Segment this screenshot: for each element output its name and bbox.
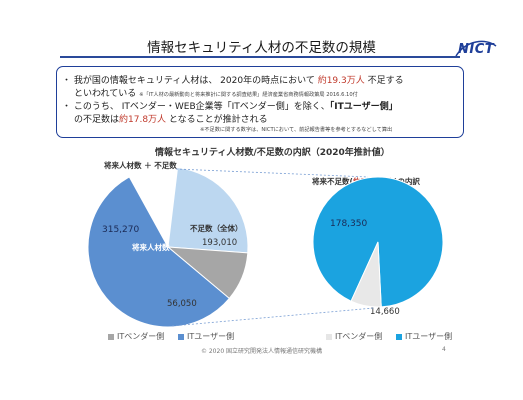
pie-value-future: 315,270 xyxy=(102,225,139,235)
bullet-2-bold: 「ITユーザー側」 xyxy=(329,102,398,112)
bullet-1-text-a: ・ 我が国の情報セキュリティ人材は、 2020年の時点において xyxy=(62,76,318,86)
chart-title: 情報セキュリティ人材数/不足数の内訳（2020年推計値） xyxy=(155,148,390,158)
legend-left-user: ITユーザー側 xyxy=(178,331,234,342)
legend-right-user: ITユーザー側 xyxy=(396,331,452,342)
legend-swatch-icon xyxy=(178,333,184,340)
title-rule xyxy=(60,56,460,58)
left-chart-subtitle: 将来人材数 ＋ 不足数 xyxy=(104,161,177,170)
legend-label: ITベンダー側 xyxy=(117,332,165,341)
summary-box xyxy=(56,66,464,138)
bullet-2-text-c: となることが推計される xyxy=(166,115,268,125)
bullet-2-line-2: の不足数は約17.8万人 となることが推計される xyxy=(74,112,268,125)
calculation-note: ※不足数に関する数字は、NICTにおいて、前記報告書等を参考とするなどして算出 xyxy=(200,127,393,133)
pie-slice-it-vendor xyxy=(350,241,382,308)
slide-title: 情報セキュリティ人材の不足数の規模 xyxy=(147,40,376,56)
pie-label-future: 将来人材数 xyxy=(132,242,170,252)
footer-copyright: © 2020 国立研究開発法人情報通信研究機構 xyxy=(200,348,323,355)
bullet-2-text-b: の不足数は xyxy=(74,115,120,125)
legend-label: ITベンダー側 xyxy=(335,332,383,341)
page-number: 4 xyxy=(442,346,446,353)
pie-label-shortage: 不足数（全体） xyxy=(190,223,243,233)
bullet-1-text-c: といわれている xyxy=(74,89,140,99)
bullet-2-highlight: 約17.8万人 xyxy=(119,115,167,125)
pie-value-shortage: 193,010 xyxy=(202,238,237,248)
pie-value-it-vendor: 14,660 xyxy=(370,307,400,317)
legend-swatch-icon xyxy=(396,333,402,340)
nict-logo-icon xyxy=(455,40,497,57)
pie-value-it-user: 178,350 xyxy=(330,219,367,229)
legend-swatch-icon xyxy=(326,333,332,340)
bullet-1-highlight: 約19.3万人 xyxy=(317,76,365,86)
bullet-1-line-1: ・ 我が国の情報セキュリティ人材は、 2020年の時点において 約19.3万人 … xyxy=(62,73,404,86)
connector-top xyxy=(175,168,369,178)
bullet-1-text-b: 不足する xyxy=(364,76,404,86)
bullet-2-text-a: ・ このうち、 ITベンダー・WEB企業等「ITベンダー側」を除く、 xyxy=(62,102,330,112)
right-title-a: 将来不足数( xyxy=(312,177,353,186)
legend-label: ITユーザー側 xyxy=(187,332,235,341)
legend-right-vendor: ITベンダー側 xyxy=(326,331,382,342)
legend-swatch-icon xyxy=(108,333,114,340)
nict-logo-text: NICT xyxy=(458,42,495,57)
bullet-2-line-1: ・ このうち、 ITベンダー・WEB企業等「ITベンダー側」を除く、「ITユーザ… xyxy=(62,99,398,112)
right-title-b: )の内訳 xyxy=(393,177,420,186)
bullet-1-line-2: といわれている ※「IT人材の最新動向と将来推計に関する調査結果」経済産業省商務… xyxy=(74,86,358,99)
pie-slice-future xyxy=(87,176,230,328)
connector-bottom xyxy=(171,307,375,327)
pie-value-vendor: 56,050 xyxy=(167,299,197,309)
legend-left-vendor: ITベンダー側 xyxy=(108,331,164,342)
bullet-1-source-note: ※「IT人材の最新動向と将来推計に関する調査結果」経済産業省商務情報政策局 20… xyxy=(139,92,358,98)
legend-label: ITユーザー側 xyxy=(405,332,453,341)
